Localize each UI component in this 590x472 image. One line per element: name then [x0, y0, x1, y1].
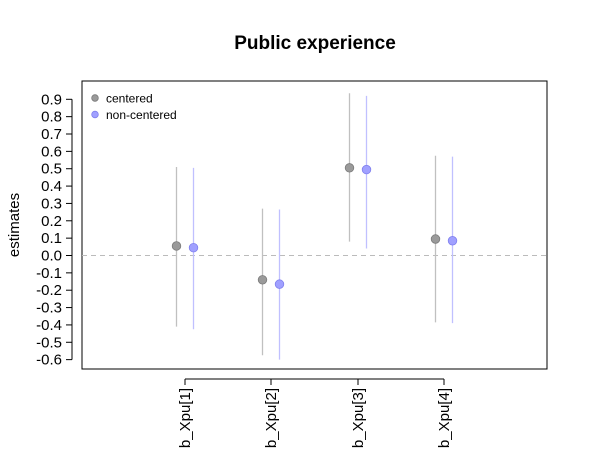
- legend-label: centered: [106, 91, 153, 105]
- y-tick-label: 0.7: [41, 126, 62, 143]
- y-axis: -0.6-0.5-0.4-0.3-0.2-0.10.00.10.20.30.40…: [36, 91, 73, 369]
- legend: centered non-centered: [91, 91, 177, 122]
- y-tick-label: 0.2: [41, 213, 62, 230]
- legend-marker: [91, 110, 99, 119]
- y-tick-label: -0.4: [36, 317, 62, 334]
- series-marks: [171, 93, 458, 360]
- estimate-point: [274, 279, 285, 289]
- x-tick-label: b_Xpu[4]: [436, 388, 453, 448]
- y-tick-label: -0.6: [36, 352, 62, 369]
- estimate-point: [344, 163, 355, 173]
- y-tick-label: -0.2: [36, 282, 62, 299]
- y-tick-label: 0.4: [41, 178, 62, 195]
- y-tick-label: 0.5: [41, 161, 62, 178]
- y-tick-label: 0.6: [41, 143, 62, 160]
- y-tick-label: -0.3: [36, 300, 62, 317]
- y-tick-label: 0.1: [41, 230, 62, 247]
- estimate-point: [257, 275, 268, 285]
- y-tick-label: -0.5: [36, 334, 62, 351]
- legend-marker: [91, 94, 99, 102]
- estimate-point: [430, 234, 441, 244]
- x-tick-label: b_Xpu[3]: [350, 388, 367, 448]
- plot-frame: [81, 80, 548, 370]
- estimate-point: [361, 164, 372, 175]
- y-tick-label: 0.8: [41, 109, 62, 126]
- x-tick-label: b_Xpu[2]: [263, 388, 280, 448]
- estimate-point: [171, 241, 182, 251]
- y-tick-label: -0.1: [36, 265, 62, 282]
- chart-title: Public experience: [234, 33, 396, 54]
- y-axis-label: estimates: [6, 193, 23, 257]
- estimate-point: [447, 236, 458, 246]
- legend-label: non-centered: [106, 108, 177, 122]
- y-tick-label: 0.3: [41, 195, 62, 212]
- y-tick-label: 0.9: [41, 91, 62, 108]
- estimate-point: [188, 242, 199, 253]
- x-axis: b_Xpu[1] b_Xpu[2] b_Xpu[3] b_Xpu[4]: [177, 378, 453, 448]
- x-tick-label: b_Xpu[1]: [177, 388, 194, 448]
- y-tick-label: 0.0: [41, 248, 62, 265]
